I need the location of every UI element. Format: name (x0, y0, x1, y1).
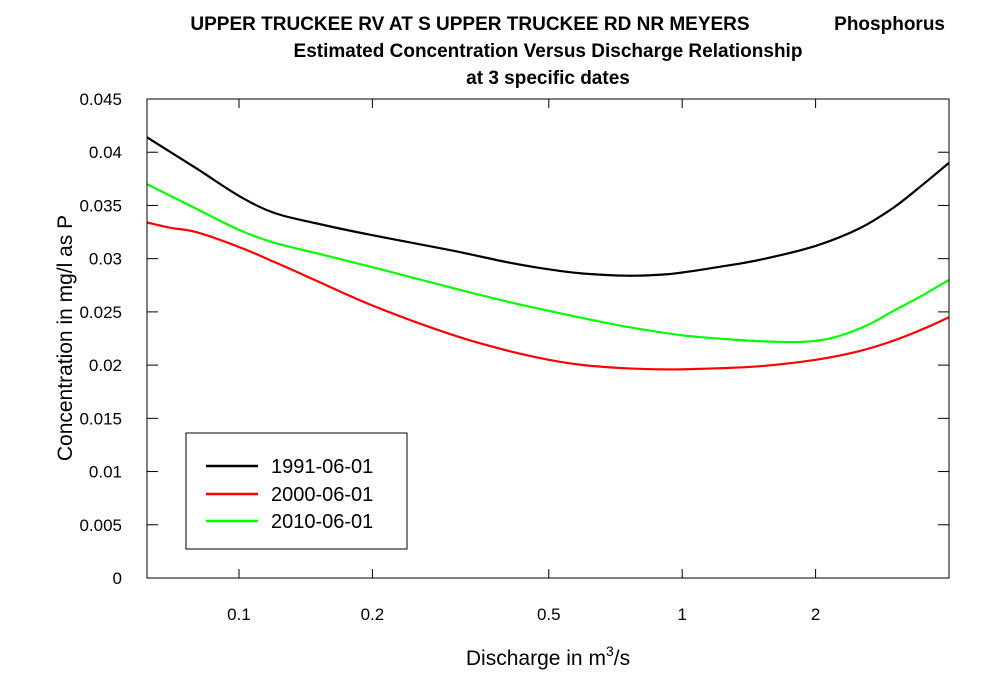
y-tick-label: 0.005 (79, 516, 122, 535)
plot-frame (146, 98, 950, 579)
chart-subtitle-2: at 3 specific dates (466, 68, 630, 89)
y-tick-label: 0 (113, 569, 122, 588)
series-line-2000-06-01 (146, 221, 950, 371)
x-tick-label: 0.5 (537, 605, 561, 624)
legend-box (185, 432, 408, 550)
constituent-label: Phosphorus (834, 14, 945, 35)
y-tick-label: 0.01 (89, 463, 122, 482)
legend-label-1991: 1991-06-01 (271, 456, 373, 478)
y-tick-label: 0.035 (79, 196, 122, 215)
legend-label-2010: 2010-06-01 (271, 511, 373, 533)
legend-label-2000: 2000-06-01 (271, 484, 373, 506)
y-tick-label: 0.025 (79, 303, 122, 322)
chart-subtitle: Estimated Concentration Versus Discharge… (294, 41, 803, 62)
x-axis-ticks: 0.1 0.2 0.5 1 2 (227, 99, 820, 624)
y-tick-label: 0.03 (89, 250, 122, 269)
y-tick-label: 0.04 (89, 143, 122, 162)
y-axis-label: Concentration in mg/l as P (54, 215, 77, 461)
y-tick-label: 0.02 (89, 356, 122, 375)
chart-title: UPPER TRUCKEE RV AT S UPPER TRUCKEE RD N… (190, 14, 749, 35)
y-tick-label: 0.045 (79, 90, 122, 109)
x-tick-label: 0.1 (227, 605, 251, 624)
series-layer (146, 136, 950, 371)
legend: 1991-06-01 2000-06-01 2010-06-01 (185, 432, 408, 550)
plot-area: 0.1 0.2 0.5 1 2 0 0.005 0.01 0.015 0.02 0.025 0.03… (79, 90, 950, 624)
x-axis-label-tail: /s (614, 647, 630, 670)
series-line-1991-06-01 (146, 136, 950, 277)
y-axis-ticks: 0 0.005 0.01 0.015 0.02 0.025 0.03 0.035 0.04 0.0… (79, 90, 949, 588)
x-tick-label: 2 (811, 605, 820, 624)
x-axis-label-main: Discharge in m (466, 647, 606, 670)
x-axis-label: Discharge in m3/s (466, 643, 630, 670)
y-tick-label: 0.015 (79, 409, 122, 428)
x-tick-label: 0.2 (361, 605, 385, 624)
series-line-2010-06-01 (146, 183, 950, 344)
x-tick-label: 1 (677, 605, 686, 624)
x-axis-label-superscript: 3 (606, 643, 614, 659)
